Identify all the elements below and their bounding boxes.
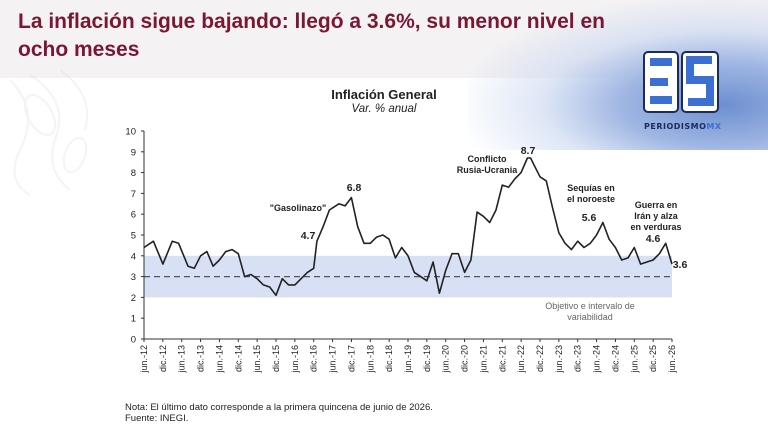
data-label: 4.6 <box>646 233 661 245</box>
x-tick-label: jun.-12 <box>139 345 149 374</box>
x-tick-label: dic.-15 <box>271 345 281 372</box>
chart-subtitle: Var. % anual <box>351 103 417 115</box>
annotation-line: Irán y alza <box>634 211 679 221</box>
x-tick-label: dic.-12 <box>158 345 168 372</box>
y-tick-label: 7 <box>131 189 136 200</box>
annotation-line: en verduras <box>630 222 681 232</box>
x-tick-label: jun.-16 <box>290 345 300 374</box>
logo-wordmark: PERIODISMOMX <box>644 122 722 131</box>
headline: La inflación sigue bajando: llegó a 3.6%… <box>18 10 605 61</box>
source-note: Nota: El último dato corresponde a la pr… <box>125 402 433 424</box>
annotation-line: 6.8 <box>347 182 362 194</box>
data-label: 3.6 <box>673 259 688 271</box>
y-tick-label: 0 <box>131 335 136 346</box>
y-tick-label: 2 <box>131 293 136 304</box>
target-band-label-line: variabilidad <box>567 312 613 322</box>
y-tick-label: 5 <box>131 231 136 242</box>
x-tick-label: dic.-13 <box>196 345 206 372</box>
x-tick-label: dic.-21 <box>497 345 507 372</box>
x-tick-label: dic.-14 <box>233 345 243 372</box>
annotation-line: Sequías en <box>567 183 615 193</box>
x-tick-label: jun.-20 <box>441 345 451 374</box>
data-label: 4.7 <box>301 230 316 242</box>
target-band-label: Objetivo e intervalo de variabilidad <box>545 301 635 322</box>
x-tick-label: jun.-23 <box>554 345 564 374</box>
x-tick-label: dic.-19 <box>422 345 432 372</box>
chart-title: Inflación General <box>331 87 437 102</box>
data-label: 5.6 <box>582 212 597 224</box>
x-tick-label: jun.-15 <box>252 345 262 374</box>
x-tick-label: jun.-26 <box>667 345 677 374</box>
data-label: 8.7 <box>521 145 536 157</box>
annotation-line: 3.6 <box>673 259 688 271</box>
x-tick-label: jun.-25 <box>629 345 639 374</box>
target-band-label-line: Objetivo e intervalo de <box>545 301 635 311</box>
y-tick-label: 10 <box>125 127 136 138</box>
annotation-line: 4.6 <box>646 233 661 245</box>
annotation-label: "Gasolinazo" <box>270 203 327 213</box>
x-tick-label: dic.-17 <box>346 345 356 372</box>
y-tick-label: 4 <box>131 251 136 262</box>
annotation-label: Guerra en Irán y alza en verduras <box>630 200 681 232</box>
x-tick-label: dic.-22 <box>535 345 545 372</box>
annotation-line: Conflicto <box>468 154 507 164</box>
x-tick-label: dic.-20 <box>460 345 470 372</box>
x-tick-label: dic.-24 <box>610 345 620 372</box>
x-tick-label: jun.-19 <box>403 345 413 374</box>
logo-suffix-text: MX <box>706 122 722 131</box>
floral-pattern-decoration <box>9 70 89 196</box>
y-tick-label: 1 <box>131 314 136 325</box>
annotation-line: 5.6 <box>582 212 597 224</box>
annotation-label: Conflicto Rusia-Ucrania <box>457 154 519 175</box>
annotation-line: 4.7 <box>301 230 316 242</box>
x-tick-label: jun.-21 <box>478 345 488 374</box>
annotation-line: el noroeste <box>567 194 615 204</box>
x-tick-label: dic.-18 <box>384 345 394 372</box>
x-tick-label: jun.-22 <box>516 345 526 374</box>
y-tick-label: 3 <box>131 272 136 283</box>
source-line: Fuente: INEGI. <box>125 413 189 424</box>
annotation-line: 8.7 <box>521 145 536 157</box>
annotation-line: Rusia-Ucrania <box>457 165 519 175</box>
logo-wordmark-text: PERIODISMO <box>644 122 707 131</box>
annotation-label: Sequías en el noroeste <box>567 183 615 204</box>
annotation-line: "Gasolinazo" <box>270 203 327 213</box>
x-tick-label: jun.-24 <box>592 345 602 374</box>
y-tick-label: 6 <box>131 210 136 221</box>
x-tick-label: jun.-13 <box>177 345 187 374</box>
y-tick-label: 9 <box>131 147 136 158</box>
x-tick-label: dic.-25 <box>648 345 658 372</box>
inflation-series-line <box>143 157 673 297</box>
periodismo-logo-icon <box>643 51 719 113</box>
data-label: 6.8 <box>347 182 362 194</box>
y-tick-label: 8 <box>131 168 136 179</box>
x-tick-label: jun.-18 <box>365 345 375 374</box>
x-tick-label: jun.-17 <box>328 345 338 374</box>
note-line: Nota: El último dato corresponde a la pr… <box>125 402 433 413</box>
annotation-line: Guerra en <box>635 200 678 210</box>
x-tick-label: dic.-16 <box>309 345 319 372</box>
x-tick-label: dic.-23 <box>573 345 583 372</box>
x-tick-label: jun.-14 <box>214 345 224 374</box>
